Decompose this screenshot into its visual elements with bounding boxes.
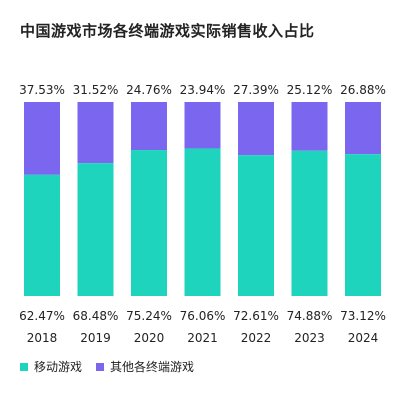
data-label-other-2024: 26.88% (340, 83, 386, 97)
data-label-other-2023: 25.12% (287, 83, 333, 97)
bar-other-2023 (291, 102, 328, 151)
bar-other-2024 (345, 102, 381, 155)
chart-legend: 移动游戏 其他各终端游戏 (20, 358, 208, 375)
bar-mobile-2021 (184, 148, 221, 296)
data-label-other-2018: 37.53% (19, 83, 65, 97)
data-label-other-2022: 27.39% (233, 83, 279, 97)
bar-other-2018 (24, 102, 60, 175)
x-tick-label-2023: 2023 (294, 331, 325, 345)
legend-swatch-mobile (20, 362, 28, 371)
bar-mobile-2022 (238, 155, 274, 296)
bar-mobile-2020 (131, 150, 167, 296)
data-label-other-2019: 31.52% (73, 83, 119, 97)
x-tick-label-2020: 2020 (134, 331, 165, 345)
legend-label-other: 其他各终端游戏 (110, 360, 195, 374)
data-label-mobile-2022: 72.61% (233, 309, 279, 323)
legend-label-mobile: 移动游戏 (34, 360, 83, 374)
data-label-mobile-2021: 76.06% (180, 309, 226, 323)
x-tick-label-2019: 2019 (80, 331, 111, 345)
x-tick-label-2022: 2022 (241, 331, 272, 345)
bar-other-2021 (184, 102, 221, 149)
bar-mobile-2023 (291, 150, 328, 296)
chart-title: 中国游戏市场各终端游戏实际销售收入占比 (20, 22, 315, 40)
bar-other-2020 (131, 102, 167, 151)
data-label-mobile-2024: 73.12% (340, 309, 386, 323)
x-tick-label-2021: 2021 (187, 331, 218, 345)
data-label-other-2021: 23.94% (180, 83, 226, 97)
bar-mobile-2024 (345, 154, 381, 296)
bar-mobile-2019 (77, 163, 114, 296)
bar-mobile-2018 (24, 174, 60, 296)
legend-item-other: 其他各终端游戏 (96, 358, 194, 375)
bar-other-2019 (77, 102, 114, 164)
data-label-mobile-2018: 62.47% (19, 309, 65, 323)
data-label-other-2020: 24.76% (126, 83, 172, 97)
x-tick-label-2018: 2018 (27, 331, 58, 345)
legend-swatch-other (96, 362, 105, 371)
data-label-mobile-2020: 75.24% (126, 309, 172, 323)
legend-item-mobile: 移动游戏 (20, 358, 82, 375)
x-tick-label-2024: 2024 (348, 331, 379, 345)
bar-other-2022 (238, 102, 274, 156)
data-label-mobile-2019: 68.48% (73, 309, 119, 323)
data-label-mobile-2023: 74.88% (287, 309, 333, 323)
